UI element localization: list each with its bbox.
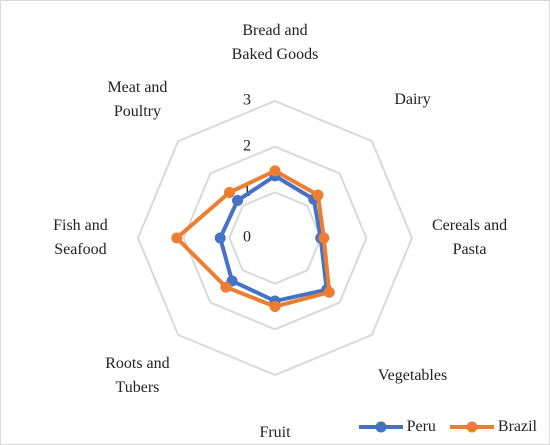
r-tick-label: 2 [243,137,251,154]
series-marker [214,232,226,244]
category-label: Dairy [394,91,431,109]
category-label: Bread and Baked Goods [231,22,319,64]
legend: Peru Brazil [358,418,537,436]
series-marker [312,189,324,201]
legend-label: Peru [406,418,436,435]
legend-label: Brazil [497,418,537,435]
series-marker [232,195,244,207]
legend-swatch [449,421,494,433]
category-label: Fish and Seafood [53,217,108,258]
series-marker [318,232,330,244]
category-label: Fruit [259,423,291,441]
grid-ring [228,191,322,285]
series-marker [323,286,335,298]
category-label: Vegetables [377,366,448,384]
category-label: Cereals and Pasta [431,217,508,258]
r-tick-label: 3 [243,92,251,109]
legend-marker [466,421,478,433]
series-marker [223,186,235,198]
r-tick-label: 1 [243,183,251,200]
category-label: Meat and Poultry [107,79,168,121]
legend-swatch [358,421,403,433]
category-label: Roots and Tubers [105,354,170,396]
series-marker [269,165,281,177]
r-tick-label: 0 [243,229,251,246]
grid-ring [136,99,414,377]
legend-item: Peru [358,418,436,436]
legend-item: Brazil [449,418,537,436]
series-marker [220,281,232,293]
series-marker [269,301,281,312]
grid-ring [182,145,368,331]
legend-marker [375,421,387,433]
series-marker [171,232,183,244]
